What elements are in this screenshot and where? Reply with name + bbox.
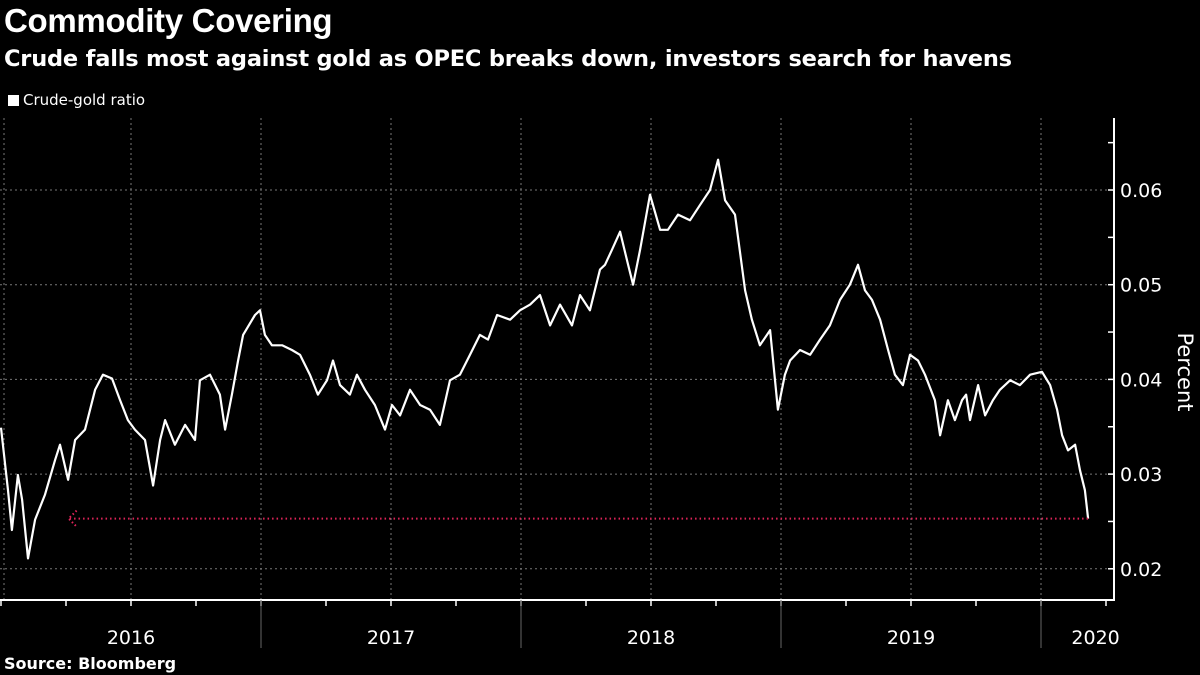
x-tick-label: 2019 bbox=[887, 627, 935, 649]
y-axis-label: Percent bbox=[1173, 332, 1197, 411]
chart-title: Commodity Covering bbox=[4, 2, 333, 39]
legend: Crude-gold ratio bbox=[8, 91, 145, 109]
legend-swatch bbox=[8, 94, 19, 106]
y-tick-label: 0.04 bbox=[1120, 369, 1162, 391]
x-tick-label: 2020 bbox=[1071, 627, 1119, 649]
y-tick-label: 0.05 bbox=[1120, 275, 1162, 297]
legend-label: Crude-gold ratio bbox=[23, 91, 146, 109]
x-tick-label: 2018 bbox=[627, 627, 675, 649]
x-tick-label: 2016 bbox=[107, 627, 155, 649]
chart-subtitle: Crude falls most against gold as OPEC br… bbox=[4, 46, 1012, 72]
series-line-crude-gold-ratio bbox=[0, 158, 1090, 560]
y-tick-label: 0.02 bbox=[1120, 559, 1162, 581]
y-tick-label: 0.03 bbox=[1120, 464, 1162, 486]
x-tick-label: 2017 bbox=[367, 627, 415, 649]
source-note: Source: Bloomberg bbox=[4, 654, 177, 673]
y-tick-label: 0.06 bbox=[1120, 180, 1162, 202]
